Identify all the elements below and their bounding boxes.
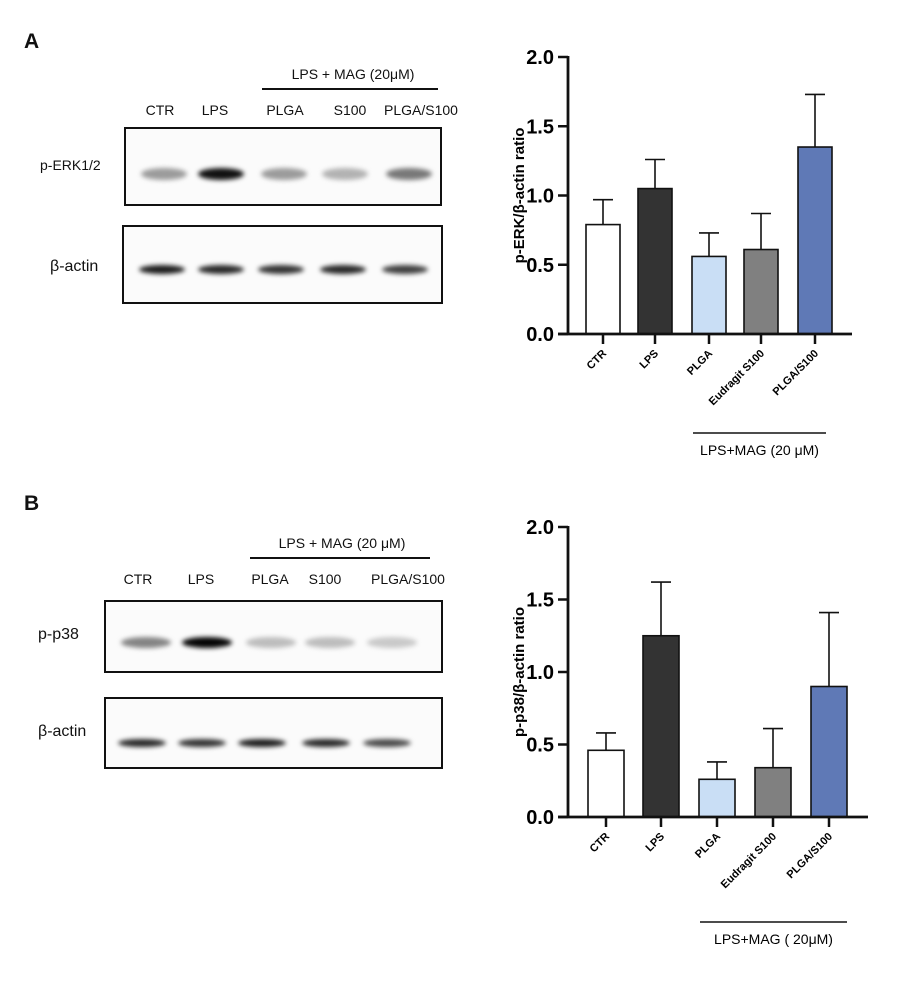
lane-label: PLGA	[266, 102, 304, 118]
blot-band	[258, 264, 304, 274]
blot-band	[198, 264, 244, 274]
bar	[698, 778, 736, 818]
x-tick-label: Eudragit S100	[719, 831, 779, 891]
y-tick-label: 0.5	[526, 255, 554, 277]
bar	[642, 634, 680, 818]
blot-band	[141, 168, 187, 180]
treatment-bracket-b	[250, 557, 430, 559]
blot-band	[182, 636, 232, 648]
blot-band	[382, 264, 428, 274]
lane-labels-a: CTR LPS PLGA S100 PLGA/S100	[125, 102, 465, 120]
lane-label: S100	[308, 571, 342, 587]
blot-band	[320, 264, 366, 274]
bar	[587, 749, 625, 818]
blot-band	[121, 636, 171, 648]
x-tick-label: PLGA	[685, 348, 715, 378]
y-tick-label: 2.0	[526, 517, 554, 539]
y-tick-label: 1.5	[526, 116, 554, 138]
group-label: LPS+MAG (20 μM)	[700, 442, 819, 458]
group-label: LPS+MAG ( 20μM)	[714, 931, 833, 947]
blot-band	[118, 739, 166, 747]
y-tick-label: 0.0	[526, 807, 554, 829]
panel-label-a: A	[24, 30, 40, 53]
treatment-header-b: LPS + MAG (20 μM)	[278, 535, 406, 551]
lane-label: CTR	[123, 571, 153, 587]
blot-band	[386, 168, 432, 180]
row-label-bactin-b: β-actin	[38, 723, 87, 740]
blot-band	[305, 636, 355, 648]
x-tick-label: PLGA/S100	[785, 831, 835, 881]
y-tick-label: 1.5	[526, 590, 554, 612]
y-axis-label: p-p38/β-actin ratio	[511, 607, 528, 737]
blot-band	[246, 636, 296, 648]
y-tick-label: 1.0	[526, 186, 554, 208]
treatment-bracket-a	[262, 88, 438, 90]
blot-band	[198, 168, 244, 180]
row-label-perk: p-ERK1/2	[40, 157, 101, 173]
lane-label: PLGA/S100	[384, 102, 458, 118]
lane-label: S100	[333, 102, 367, 118]
lane-label: LPS	[187, 571, 215, 587]
x-tick-label: LPS	[643, 831, 667, 855]
blot-band	[238, 739, 286, 747]
blot-bactin-a	[122, 225, 443, 304]
x-tick-label: CTR	[588, 831, 613, 856]
bar	[691, 255, 727, 335]
lane-labels-b: CTR LPS PLGA S100 PLGA/S100	[105, 571, 455, 589]
blot-perk	[124, 127, 442, 206]
x-tick-label: LPS	[637, 348, 661, 372]
bar	[585, 223, 621, 335]
lane-label: CTR	[145, 102, 175, 118]
blot-band	[302, 739, 350, 747]
y-tick-label: 2.0	[526, 47, 554, 69]
bar	[797, 146, 833, 335]
blot-band	[363, 739, 411, 747]
row-label-pp38: p-p38	[38, 626, 79, 643]
bar	[637, 187, 673, 335]
x-tick-label: PLGA/S100	[771, 348, 821, 398]
blot-band	[139, 264, 185, 274]
blot-band	[367, 636, 417, 648]
x-tick-label: CTR	[585, 348, 610, 373]
bar	[810, 685, 848, 818]
bar	[743, 248, 779, 335]
blot-pp38	[104, 600, 443, 673]
blot-bactin-b	[104, 697, 443, 769]
lane-label: PLGA	[251, 571, 289, 587]
lane-label: LPS	[201, 102, 229, 118]
bar	[754, 766, 792, 818]
y-tick-label: 1.0	[526, 662, 554, 684]
y-tick-label: 0.0	[526, 324, 554, 346]
treatment-header-a: LPS + MAG (20μM)	[291, 66, 415, 82]
y-axis-label: p-ERK/β-actin ratio	[511, 128, 528, 264]
blot-band	[322, 168, 368, 180]
x-tick-label: Eudragit S100	[707, 348, 767, 408]
x-tick-label: PLGA	[693, 831, 723, 861]
blot-band	[261, 168, 307, 180]
panel-label-b: B	[24, 492, 40, 515]
row-label-bactin-a: β-actin	[50, 258, 99, 275]
lane-label: PLGA/S100	[371, 571, 445, 587]
y-tick-label: 0.5	[526, 735, 554, 757]
blot-band	[178, 739, 226, 747]
